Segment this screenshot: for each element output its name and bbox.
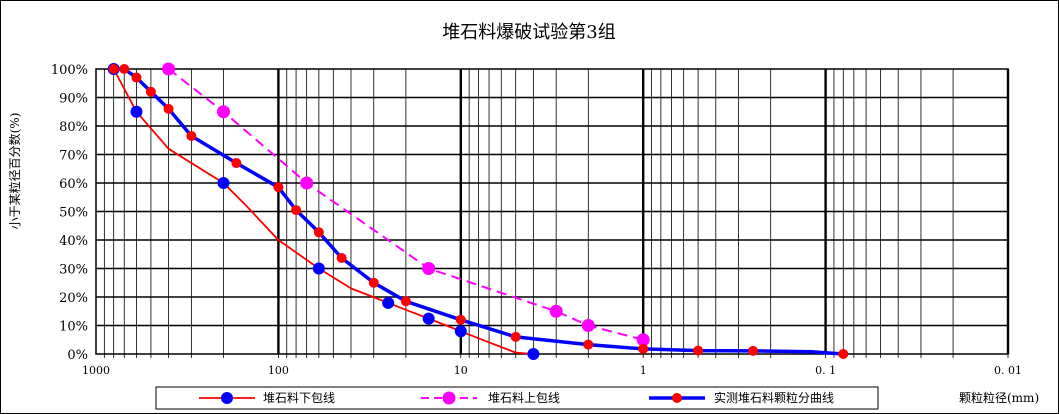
chart-title: 堆石料爆破试验第3组 bbox=[442, 22, 615, 43]
series-3 bbox=[108, 64, 849, 359]
y-axis-title: 小于某粒径百分数(%) bbox=[7, 113, 22, 230]
series-2 bbox=[162, 62, 650, 347]
legend-swatch-marker bbox=[442, 391, 456, 405]
series-marker bbox=[163, 103, 174, 114]
y-tick-label: 40% bbox=[59, 234, 88, 249]
legend-box bbox=[155, 386, 879, 410]
legend-label: 堆石料下包线 bbox=[263, 391, 335, 405]
x-tick-label: 1000 bbox=[82, 364, 110, 377]
y-tick-label: 60% bbox=[59, 177, 88, 192]
series-marker bbox=[300, 176, 314, 190]
series-marker bbox=[217, 177, 230, 189]
y-tick-label: 30% bbox=[59, 263, 88, 278]
series-marker bbox=[638, 343, 649, 354]
series-marker bbox=[549, 304, 563, 318]
legend: 堆石料下包线 堆石料上包线 实测堆石料颗粒分曲线 bbox=[199, 390, 834, 405]
series-marker bbox=[636, 333, 650, 347]
series-marker bbox=[216, 105, 230, 119]
series-1 bbox=[107, 63, 540, 360]
series-marker bbox=[581, 319, 595, 332]
x-tick-label: 1 bbox=[640, 364, 647, 377]
y-tick-label: 50% bbox=[59, 206, 88, 221]
y-tick-label: 20% bbox=[59, 291, 88, 306]
x-tick-label: 100 bbox=[268, 364, 289, 377]
y-axis-ticks: 0% 10% 20% 30% 40% 50% 60% 70% 80% 90% 100% bbox=[51, 63, 88, 363]
x-axis-ticks: 1000 100 10 1 0. 1 0. 01 bbox=[82, 364, 1022, 377]
series-marker bbox=[527, 348, 540, 360]
x-axis-title: 颗粒粒径(mm) bbox=[959, 390, 1039, 405]
x-tick-label: 0. 1 bbox=[815, 364, 836, 377]
series-marker bbox=[119, 64, 130, 74]
series-marker bbox=[693, 345, 704, 356]
legend-label: 堆石料上包线 bbox=[488, 391, 560, 405]
series-marker bbox=[336, 252, 347, 263]
series-marker bbox=[162, 62, 176, 76]
series-marker bbox=[313, 227, 324, 238]
y-tick-label: 70% bbox=[59, 149, 88, 164]
y-tick-label: 10% bbox=[59, 320, 88, 335]
series-marker bbox=[422, 312, 435, 325]
series-marker bbox=[368, 277, 379, 288]
y-tick-label: 100% bbox=[51, 63, 88, 78]
series-marker bbox=[145, 86, 156, 97]
series-marker bbox=[748, 345, 759, 356]
series-marker bbox=[382, 296, 395, 309]
series-marker bbox=[510, 331, 521, 342]
legend-swatch-marker bbox=[221, 392, 233, 404]
y-tick-label: 90% bbox=[59, 92, 88, 107]
x-tick-label: 10 bbox=[454, 364, 468, 377]
series-marker bbox=[838, 349, 849, 359]
series-marker bbox=[312, 262, 325, 275]
series-marker bbox=[186, 130, 197, 141]
series-marker bbox=[583, 339, 594, 350]
series-marker bbox=[454, 325, 467, 338]
series-marker bbox=[273, 182, 284, 193]
y-tick-label: 0% bbox=[67, 348, 88, 363]
x-tick-label: 0. 01 bbox=[994, 364, 1022, 377]
series-marker bbox=[131, 72, 142, 83]
series-marker bbox=[291, 205, 302, 216]
y-tick-label: 80% bbox=[59, 120, 88, 135]
legend-swatch-marker bbox=[672, 393, 682, 403]
series-marker bbox=[422, 262, 436, 275]
series-marker bbox=[400, 296, 411, 307]
series-marker bbox=[231, 158, 242, 169]
legend-label: 实测堆石料颗粒分曲线 bbox=[714, 390, 834, 405]
data-series bbox=[107, 62, 849, 360]
series-marker bbox=[130, 105, 143, 118]
series-marker bbox=[455, 314, 466, 325]
series-marker bbox=[108, 64, 119, 74]
